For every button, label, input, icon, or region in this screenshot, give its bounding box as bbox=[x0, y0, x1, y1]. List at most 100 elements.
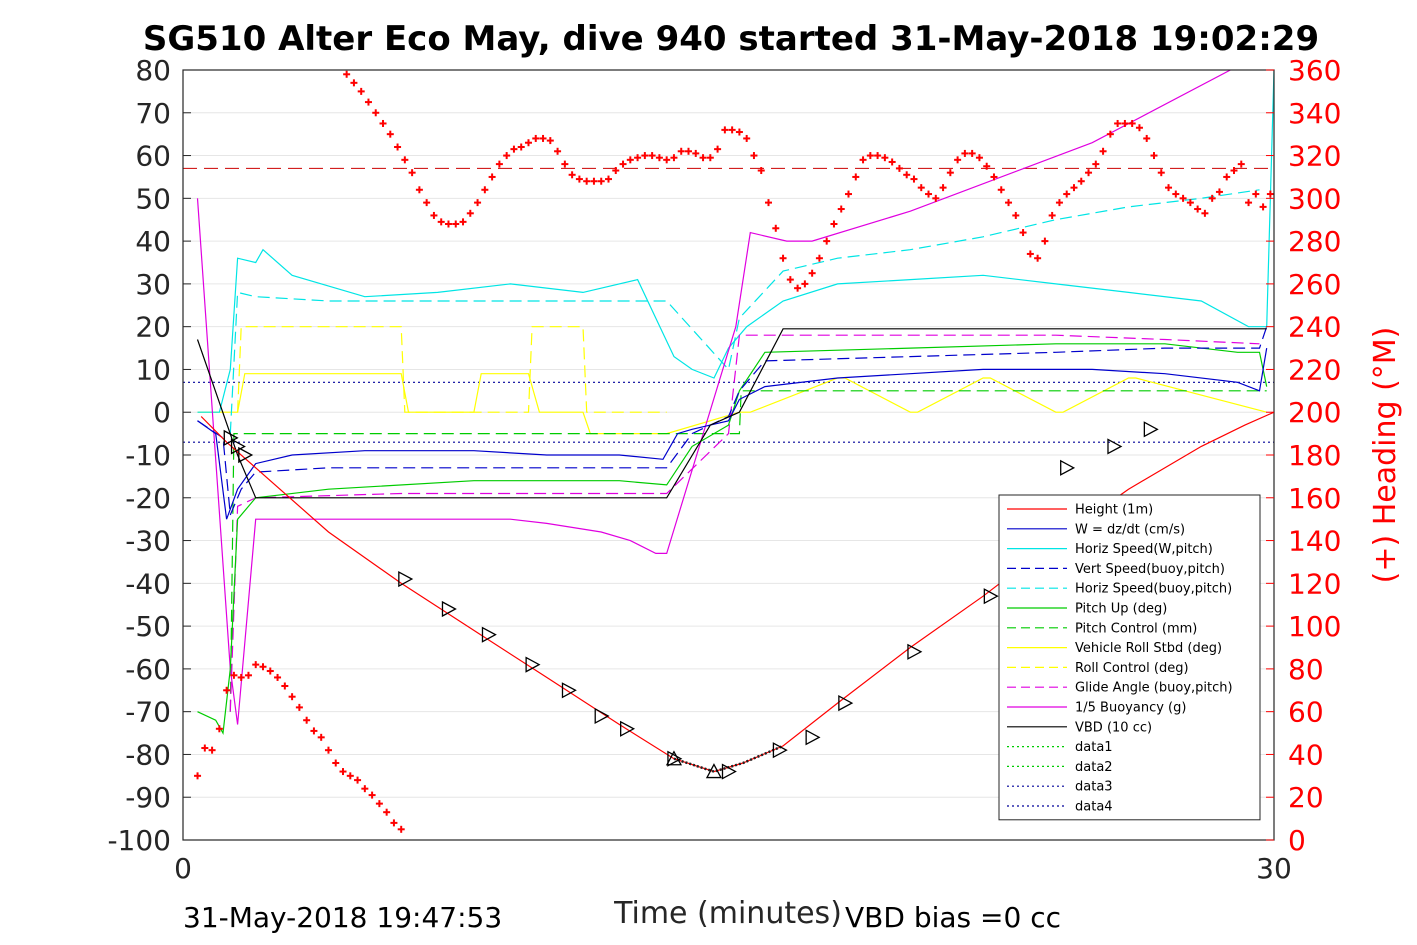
heading-point bbox=[474, 199, 482, 207]
heading-point bbox=[1259, 203, 1267, 211]
y2-tick-label: 180 bbox=[1288, 439, 1341, 472]
heading-point bbox=[524, 139, 532, 147]
heading-point bbox=[895, 164, 903, 172]
heading-point bbox=[634, 154, 642, 162]
heading-point bbox=[372, 109, 380, 117]
heading-point bbox=[1179, 194, 1187, 202]
heading-point bbox=[1223, 173, 1231, 181]
height-marker bbox=[705, 763, 723, 779]
y2-tick-label: 280 bbox=[1288, 225, 1341, 258]
y2-axis-label: (+) Heading (°M) bbox=[1368, 327, 1403, 584]
heading-point bbox=[590, 177, 598, 185]
heading-point bbox=[706, 154, 714, 162]
height-marker bbox=[223, 429, 239, 446]
heading-point bbox=[1034, 254, 1042, 262]
heading-point bbox=[1208, 194, 1216, 202]
heading-point bbox=[281, 682, 289, 690]
heading-point bbox=[1245, 199, 1253, 207]
heading-point bbox=[201, 744, 209, 752]
y-tick-label: 0 bbox=[153, 396, 171, 429]
heading-point bbox=[619, 160, 627, 168]
y2-tick-label: 320 bbox=[1288, 140, 1341, 173]
heading-point bbox=[757, 167, 765, 175]
heading-point bbox=[728, 126, 736, 134]
heading-point bbox=[481, 186, 489, 194]
y-tick-label: 70 bbox=[135, 97, 171, 130]
height-marker bbox=[721, 763, 737, 780]
height-marker bbox=[1107, 438, 1123, 455]
heading-point bbox=[735, 128, 743, 136]
heading-point bbox=[786, 276, 794, 284]
height-marker bbox=[1060, 459, 1076, 476]
heading-point bbox=[1041, 237, 1049, 245]
heading-point bbox=[932, 194, 940, 202]
heading-point bbox=[1019, 229, 1027, 237]
heading-point bbox=[1005, 199, 1013, 207]
legend-label: Horiz Speed(buoy,pitch) bbox=[1075, 582, 1232, 597]
heading-point bbox=[430, 211, 438, 219]
heading-point bbox=[692, 149, 700, 157]
heading-point bbox=[626, 156, 634, 164]
y2-tick-label: 20 bbox=[1288, 781, 1324, 814]
heading-point bbox=[357, 87, 365, 95]
heading-point bbox=[1099, 147, 1107, 155]
heading-point bbox=[444, 220, 452, 228]
series-line-vbd-10-cc bbox=[196, 328, 1267, 499]
heading-point bbox=[925, 190, 933, 198]
y2-tick-label: 140 bbox=[1288, 525, 1341, 558]
series-line-w-dz-dt-cm-s bbox=[197, 348, 1268, 520]
y2-tick-label: 120 bbox=[1288, 567, 1341, 600]
series-line-vert-speed-buoy-pitch bbox=[197, 326, 1268, 516]
heading-point bbox=[1063, 190, 1071, 198]
series-line-1-5-buoyancy-g bbox=[196, 70, 1231, 725]
legend-label: Vehicle Roll Stbd (deg) bbox=[1075, 641, 1222, 656]
y2-tick-label: 200 bbox=[1288, 396, 1341, 429]
heading-point bbox=[554, 147, 562, 155]
heading-point bbox=[383, 808, 391, 816]
heading-point bbox=[779, 254, 787, 262]
y-tick-label: 30 bbox=[135, 268, 171, 301]
heading-point bbox=[503, 152, 511, 160]
heading-point bbox=[1266, 190, 1274, 198]
heading-point bbox=[223, 686, 231, 694]
height-marker bbox=[665, 750, 683, 766]
heading-point bbox=[1114, 119, 1122, 127]
heading-point bbox=[612, 167, 620, 175]
footer-vbd-bias: VBD bias =0 cc bbox=[845, 901, 1061, 934]
heading-point bbox=[259, 663, 267, 671]
heading-point bbox=[765, 199, 773, 207]
heading-point bbox=[954, 156, 962, 164]
heading-point bbox=[568, 171, 576, 179]
heading-point bbox=[364, 98, 372, 106]
legend-label: data2 bbox=[1075, 760, 1113, 775]
heading-point bbox=[252, 661, 260, 669]
legend-label: Horiz Speed(W,pitch) bbox=[1075, 542, 1213, 557]
height-marker bbox=[907, 643, 923, 660]
heading-point bbox=[1237, 160, 1245, 168]
heading-point bbox=[517, 143, 525, 151]
heading-point bbox=[677, 147, 685, 155]
heading-point bbox=[830, 220, 838, 228]
heading-point bbox=[459, 218, 467, 226]
heading-point bbox=[375, 800, 383, 808]
heading-point bbox=[874, 152, 882, 160]
heading-point bbox=[663, 156, 671, 164]
heading-point bbox=[397, 825, 405, 833]
heading-point bbox=[641, 152, 649, 160]
legend-label: Vert Speed(buoy,pitch) bbox=[1075, 562, 1225, 577]
series-line-horiz-speed-w-pitch bbox=[197, 70, 1274, 413]
heading-point bbox=[208, 746, 216, 754]
heading-point bbox=[750, 152, 758, 160]
y-tick-label: 50 bbox=[135, 182, 171, 215]
heading-point bbox=[1135, 124, 1143, 132]
y2-tick-label: 100 bbox=[1288, 610, 1341, 643]
legend-label: 1/5 Buoyancy (g) bbox=[1075, 701, 1186, 716]
heading-point bbox=[343, 70, 351, 78]
y2-tick-label: 220 bbox=[1288, 353, 1341, 386]
series-line-pitch-control-mm bbox=[229, 390, 1267, 712]
heading-point bbox=[546, 137, 554, 145]
legend-label: Glide Angle (buoy,pitch) bbox=[1075, 681, 1233, 696]
y2-tick-label: 0 bbox=[1288, 824, 1306, 857]
heading-point bbox=[408, 169, 416, 177]
heading-point bbox=[423, 199, 431, 207]
